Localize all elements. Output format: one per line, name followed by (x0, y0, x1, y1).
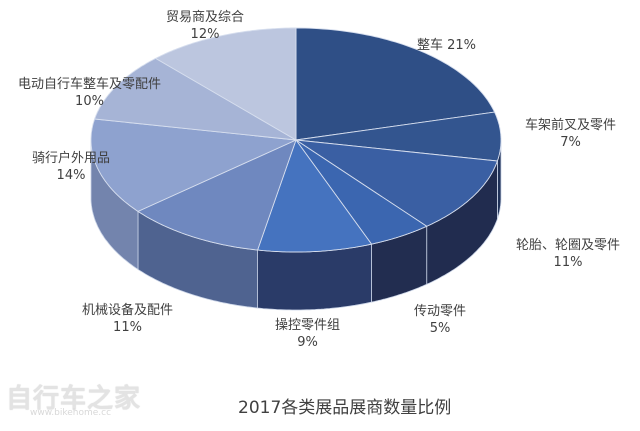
pie-slice-5 (137, 139, 297, 251)
pie-slices (90, 27, 502, 253)
pie-slice-0 (295, 27, 496, 141)
pie-slice-1 (295, 111, 502, 162)
pie-side-4 (257, 243, 372, 311)
label-complete-bike: 整车 21% (417, 38, 477, 53)
pie-slice-4 (256, 139, 373, 253)
pie-slice-8 (154, 27, 297, 141)
label-frame-fork: 车架前叉及零件 7% (525, 118, 617, 150)
pie-slice-2 (295, 139, 499, 227)
watermark-logo: 自行车之家 (6, 384, 142, 414)
pie-slice-7 (93, 57, 297, 141)
label-trade: 贸易商及综合 12% (166, 10, 245, 42)
label-machinery: 机械设备及配件 11% (82, 303, 174, 335)
chart-title: 2017各类展品展商数量比例 (238, 398, 452, 418)
label-ebike: 电动自行车整车及零配件 10% (18, 77, 162, 109)
pie-sides (90, 140, 502, 311)
label-drivetrain: 传动零件 5% (414, 304, 467, 336)
label-tires-rims: 轮胎、轮圈及零件 11% (516, 238, 621, 270)
pie-slice-3 (295, 139, 428, 245)
label-outdoor: 骑行户外用品 14% (32, 151, 111, 183)
pie-slice-6 (90, 118, 298, 212)
watermark-url: www.bikehome.cc (30, 408, 112, 418)
label-controls: 操控零件组 9% (275, 318, 341, 350)
